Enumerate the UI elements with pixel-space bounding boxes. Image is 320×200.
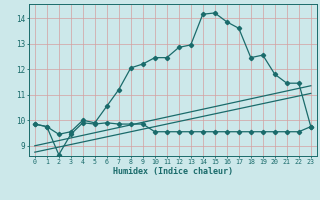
X-axis label: Humidex (Indice chaleur): Humidex (Indice chaleur)	[113, 167, 233, 176]
